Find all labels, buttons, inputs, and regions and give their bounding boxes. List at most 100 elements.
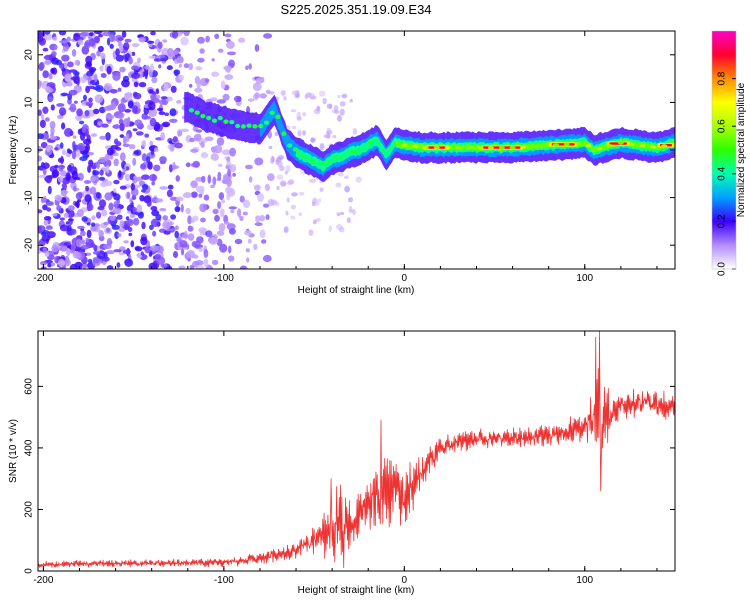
spectrogram-speckle <box>245 65 249 71</box>
spectrogram-ridge-spot <box>509 146 516 150</box>
spectrogram-speckle <box>72 251 82 259</box>
spectrogram-speckle <box>122 249 131 255</box>
spectrogram-speckle <box>141 221 146 230</box>
spectrogram-speckle <box>339 108 345 116</box>
spectrogram-speckle <box>69 130 74 136</box>
spectrogram-speckle <box>124 38 132 43</box>
spectrogram-speckle <box>99 181 109 188</box>
spectrogram-speckle <box>216 238 223 247</box>
spectrogram-speckle <box>75 192 83 200</box>
spectrogram-speckle <box>162 121 171 128</box>
spectrogram-speckle <box>352 128 357 135</box>
spectrogram-speckle <box>45 225 53 230</box>
spectrogram-speckle <box>86 61 92 67</box>
spectrogram-speckle <box>167 47 174 57</box>
spectrogram-speckle <box>286 197 290 203</box>
spectrogram-speckle <box>140 163 147 170</box>
spectrogram-speckle <box>119 123 125 132</box>
spectrogram-ridge-spot <box>487 146 494 150</box>
spectrogram-speckle <box>234 238 243 245</box>
spectrogram-speckle <box>174 142 183 149</box>
spectrogram-ridge-spot <box>563 142 570 146</box>
spectrogram-speckle <box>77 39 84 46</box>
spectrogram-speckle <box>188 63 193 71</box>
spectrogram-speckle <box>216 99 226 104</box>
spectrogram-speckle <box>46 88 54 93</box>
spectrogram-speckle <box>104 192 113 201</box>
spectrogram-speckle <box>200 141 205 149</box>
x-tick-label: -200 <box>33 575 53 586</box>
spectrogram-speckle <box>170 85 177 93</box>
spectrogram-speckle <box>220 80 226 90</box>
spectrogram-speckle <box>222 174 231 185</box>
spectrogram-speckle <box>190 191 198 198</box>
spectrogram-ridge-spot <box>401 143 408 147</box>
spectrogram-speckle <box>245 164 253 170</box>
spectrogram-speckle <box>119 134 125 139</box>
spectrogram-speckle <box>183 63 190 69</box>
spectrogram-speckle <box>173 251 178 258</box>
spectrogram-speckle <box>115 141 122 147</box>
spectrogram-speckle <box>65 172 71 182</box>
spectrogram-speckle <box>81 262 88 269</box>
spectrogram-speckle <box>264 183 271 191</box>
spectrogram-speckle <box>148 69 153 78</box>
spectrogram-ridge-spot <box>338 155 345 160</box>
spectrogram-speckle <box>96 212 101 219</box>
spectrogram-speckle <box>234 95 242 103</box>
spectrogram-speckle <box>339 101 346 107</box>
spectrogram-speckle <box>71 170 78 180</box>
spectrogram-speckle <box>203 258 209 268</box>
spectrogram-speckle <box>340 211 345 216</box>
spectrogram-speckle <box>144 246 151 254</box>
spectrogram-speckle <box>259 229 266 238</box>
spectrogram-speckle <box>86 70 93 77</box>
spectrogram-speckle <box>276 174 284 180</box>
spectrogram-speckle <box>218 223 226 232</box>
spectrogram-speckle <box>143 106 149 115</box>
spectrogram-speckle <box>189 137 196 143</box>
spectrogram-speckle <box>88 67 97 72</box>
spectrogram-speckle <box>147 40 155 44</box>
spectrogram-speckle <box>291 125 297 130</box>
spectrogram-speckle <box>279 180 287 187</box>
spectrogram-speckle <box>192 160 201 168</box>
x-tick-label: -200 <box>33 273 53 284</box>
spectrogram-speckle <box>60 190 69 194</box>
spectrogram-speckle <box>347 197 354 203</box>
spectrogram-speckle <box>38 155 43 162</box>
spectrogram-speckle <box>242 199 251 208</box>
spectrogram-speckle <box>177 130 182 137</box>
spectrogram-speckle <box>221 149 231 156</box>
spectrogram-speckle <box>72 141 76 149</box>
spectrogram-speckle <box>226 223 236 231</box>
colorbar-ticks: 0.00.20.40.60.8 <box>711 30 737 276</box>
spectrogram-ridge-spot <box>246 123 252 128</box>
spectrogram-speckle <box>176 55 184 64</box>
spectrogram-speckle <box>133 175 138 181</box>
spectrogram-speckle <box>222 93 230 101</box>
spectrogram-speckle <box>80 245 90 250</box>
spectrogram-speckle <box>84 194 92 203</box>
spectrogram-speckle <box>119 185 127 190</box>
spectrogram-speckle <box>174 206 181 213</box>
spectrogram-ridge-spot <box>315 159 321 164</box>
spectrogram-speckle <box>148 89 154 94</box>
spectrogram-speckle <box>91 215 96 221</box>
spectrogram-speckle <box>203 249 209 258</box>
y-tick-label: 20 <box>24 49 35 61</box>
spectrogram-speckle <box>131 72 141 79</box>
spectrogram-speckle <box>298 212 302 217</box>
spectrogram-speckle <box>172 31 179 39</box>
spectrogram-speckle <box>140 189 147 193</box>
spectrogram-speckle <box>48 73 53 80</box>
spectrogram-speckle <box>163 263 168 267</box>
spectrogram-speckle <box>59 40 67 44</box>
colorbar-label: Normalized spectral amplitude <box>736 82 747 217</box>
spectrogram-speckle <box>259 215 266 222</box>
spectrogram-speckle <box>61 54 70 62</box>
spectrogram-speckle <box>213 145 223 154</box>
spectrogram-speckle <box>85 185 90 192</box>
spectrogram-speckle <box>192 215 199 222</box>
spectrogram-speckle <box>137 57 141 64</box>
